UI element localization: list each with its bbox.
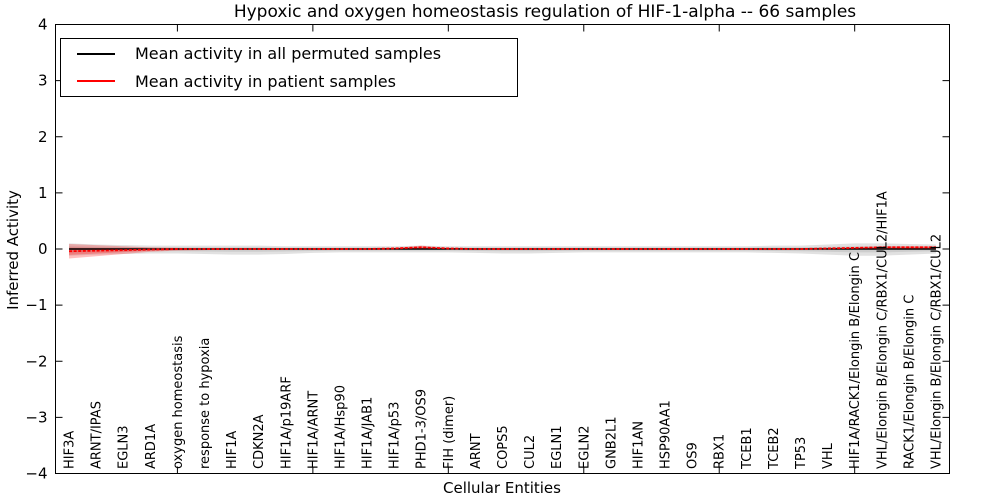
legend-item-patient: Mean activity in patient samples — [61, 68, 517, 94]
x-category-label: OS9 — [686, 442, 701, 469]
legend-item-permuted: Mean activity in all permuted samples — [61, 41, 517, 67]
x-category-label: HIF1A/p19ARF — [279, 376, 294, 469]
x-category-label: HIF1A/JAB1 — [361, 397, 376, 469]
legend-label-patient: Mean activity in patient samples — [135, 71, 396, 91]
x-category-label: ARD1A — [144, 424, 159, 469]
x-category-label: TP53 — [794, 437, 809, 470]
x-category-label: HIF3A — [63, 431, 78, 469]
x-category-label: RBX1 — [713, 434, 728, 469]
x-category-label: RACK1/Elongin B/Elongin C — [902, 295, 917, 469]
legend-line-sample-black — [77, 52, 115, 55]
x-category-label: ARNT/IPAS — [90, 401, 105, 469]
x-category-label: VHL/Elongin B/Elongin C/RBX1/CUL2/HIF1A — [875, 191, 890, 469]
x-category-label: HIF1A/ARNT — [306, 391, 321, 469]
x-category-label: HIF1A/Hsp90 — [333, 385, 348, 469]
x-axis-label: Cellular Entities — [443, 479, 561, 497]
x-category-label: GNB2L1 — [604, 416, 619, 469]
y-tick-label: −2 — [25, 352, 47, 370]
y-tick-label: 0 — [38, 240, 48, 258]
legend: Mean activity in all permuted samples Me… — [60, 38, 518, 97]
y-tick-label: −1 — [25, 296, 47, 314]
x-category-label: CUL2 — [523, 435, 538, 469]
legend-label-permuted: Mean activity in all permuted samples — [135, 44, 442, 64]
y-tick-label: 4 — [38, 16, 48, 34]
x-category-label: TCEB1 — [740, 427, 755, 470]
chart-title: Hypoxic and oxygen homeostasis regulatio… — [233, 2, 857, 22]
x-category-label: EGLN2 — [577, 425, 592, 469]
x-category-label: oxygen homeostasis — [171, 335, 186, 469]
x-category-label: HSP90AA1 — [659, 400, 674, 469]
x-category-label: CDKN2A — [252, 414, 267, 469]
x-category-label: EGLN1 — [550, 425, 565, 469]
y-tick-label: −4 — [25, 465, 47, 483]
x-category-label: COPS5 — [496, 425, 511, 469]
y-tick-label: 3 — [38, 72, 48, 90]
x-category-label: ARNT — [469, 433, 484, 469]
y-tick-label: 2 — [38, 128, 48, 146]
x-category-label: FIH (dimer) — [442, 396, 457, 469]
x-category-label: PHD1-3/OS9 — [415, 389, 430, 469]
x-category-label: HIF1A/p53 — [388, 402, 403, 469]
y-tick-label: 1 — [38, 184, 48, 202]
legend-line-sample-red — [77, 80, 115, 83]
x-category-label: TCEB2 — [767, 427, 782, 470]
x-category-label: HIF1A/RACK1/Elongin B/Elongin C — [848, 252, 863, 469]
x-category-label: HIF1A — [225, 431, 240, 469]
x-category-label: VHL/Elongin B/Elongin C/RBX1/CUL2 — [929, 234, 944, 469]
series-line-patient — [69, 246, 936, 253]
x-category-label: VHL — [821, 442, 836, 469]
y-tick-label: −3 — [25, 408, 47, 426]
x-category-label: HIF1AN — [631, 421, 646, 469]
x-category-label: response to hypoxia — [198, 338, 213, 469]
x-category-label: EGLN3 — [117, 425, 132, 469]
